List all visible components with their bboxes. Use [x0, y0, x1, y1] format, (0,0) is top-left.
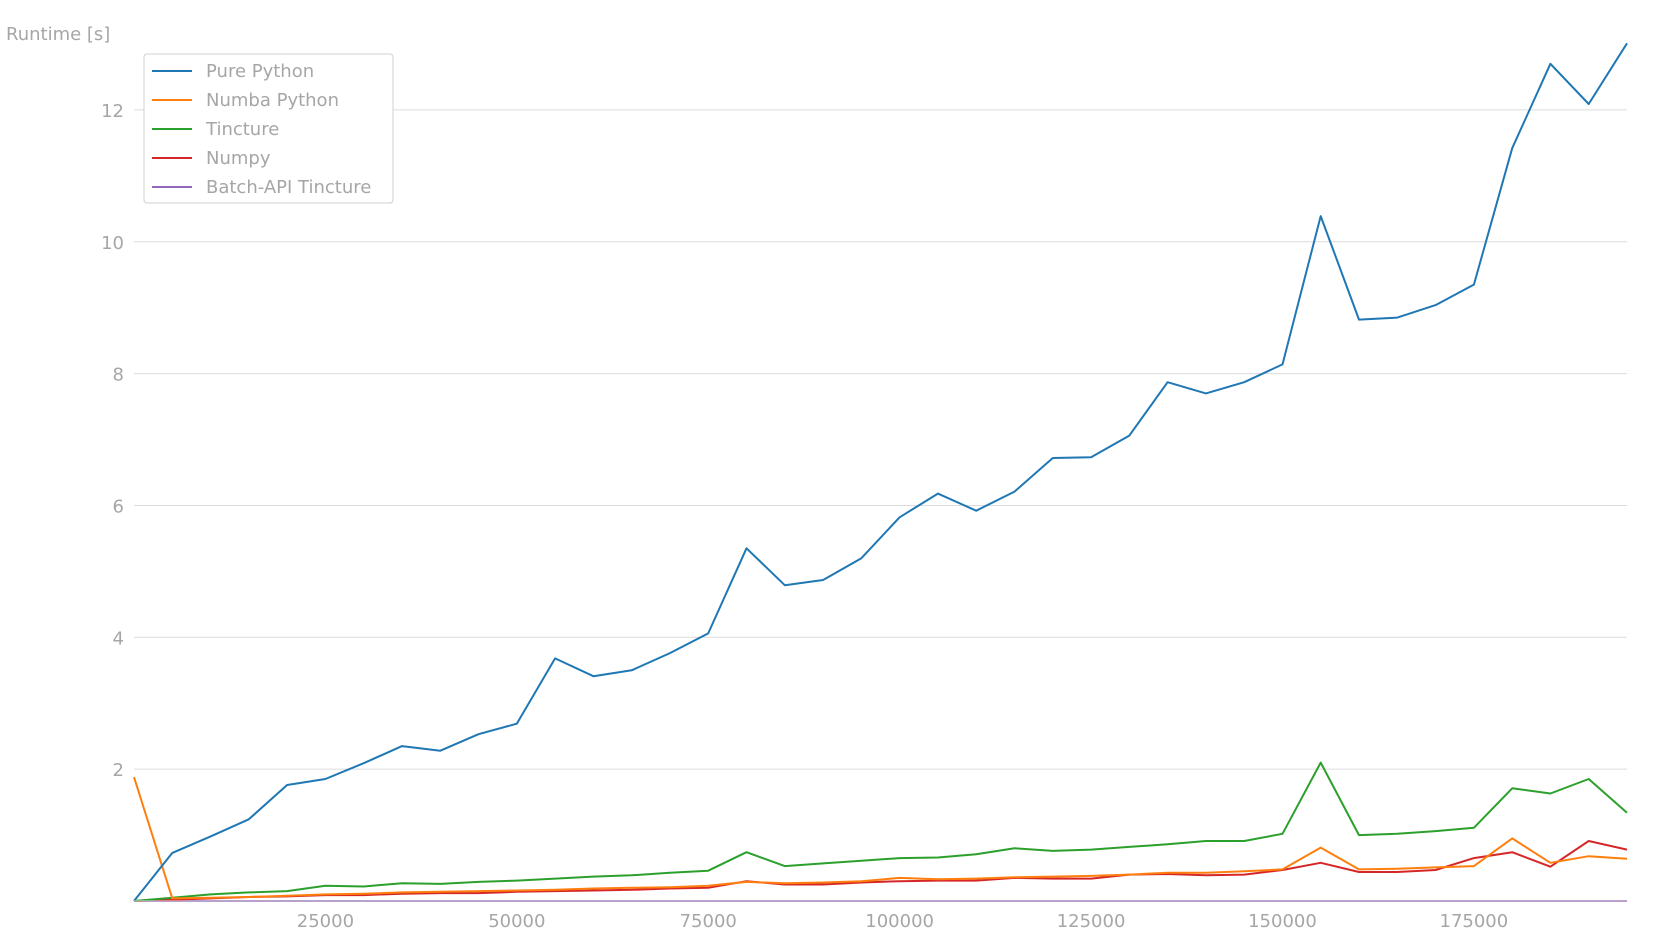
x-tick-label: 175000 — [1440, 911, 1509, 932]
grid-lines — [134, 109, 1627, 770]
legend-label: Batch-API Tincture — [206, 177, 371, 198]
series-line-tincture — [133, 761, 1628, 902]
y-tick-label: 6 — [113, 496, 124, 517]
y-tick-label: 10 — [101, 233, 124, 254]
y-axis-label: Runtime [s] — [6, 24, 110, 45]
x-tick-label: 100000 — [865, 911, 934, 932]
x-tick-label: 25000 — [297, 911, 354, 932]
axes: 2 4 6 8 10 12 25000 50000 75000 100000 125000 15000… — [101, 101, 1627, 932]
legend-items: Pure Python Numba Python Tincture Numpy Batc… — [152, 61, 371, 198]
y-tick-label: 4 — [113, 628, 124, 649]
x-tick-label: 75000 — [680, 911, 737, 932]
legend-label: Numba Python — [206, 90, 339, 111]
legend-box — [143, 53, 394, 204]
legend-label: Tincture — [205, 119, 279, 140]
legend-label: Pure Python — [206, 61, 314, 82]
x-tick-label: 150000 — [1248, 911, 1317, 932]
series-line-pure-python — [133, 42, 1628, 902]
x-tick-label: 125000 — [1057, 911, 1126, 932]
y-tick-label: 12 — [101, 101, 124, 122]
y-tick-label: 2 — [113, 760, 124, 781]
y-tick-label: 8 — [113, 365, 124, 386]
legend: Pure Python Numba Python Tincture Numpy Batc… — [143, 53, 394, 204]
x-tick-label: 50000 — [488, 911, 545, 932]
legend-label: Numpy — [206, 148, 271, 169]
series-line-numba-python — [133, 776, 1628, 900]
series-line-numpy — [133, 840, 1628, 902]
